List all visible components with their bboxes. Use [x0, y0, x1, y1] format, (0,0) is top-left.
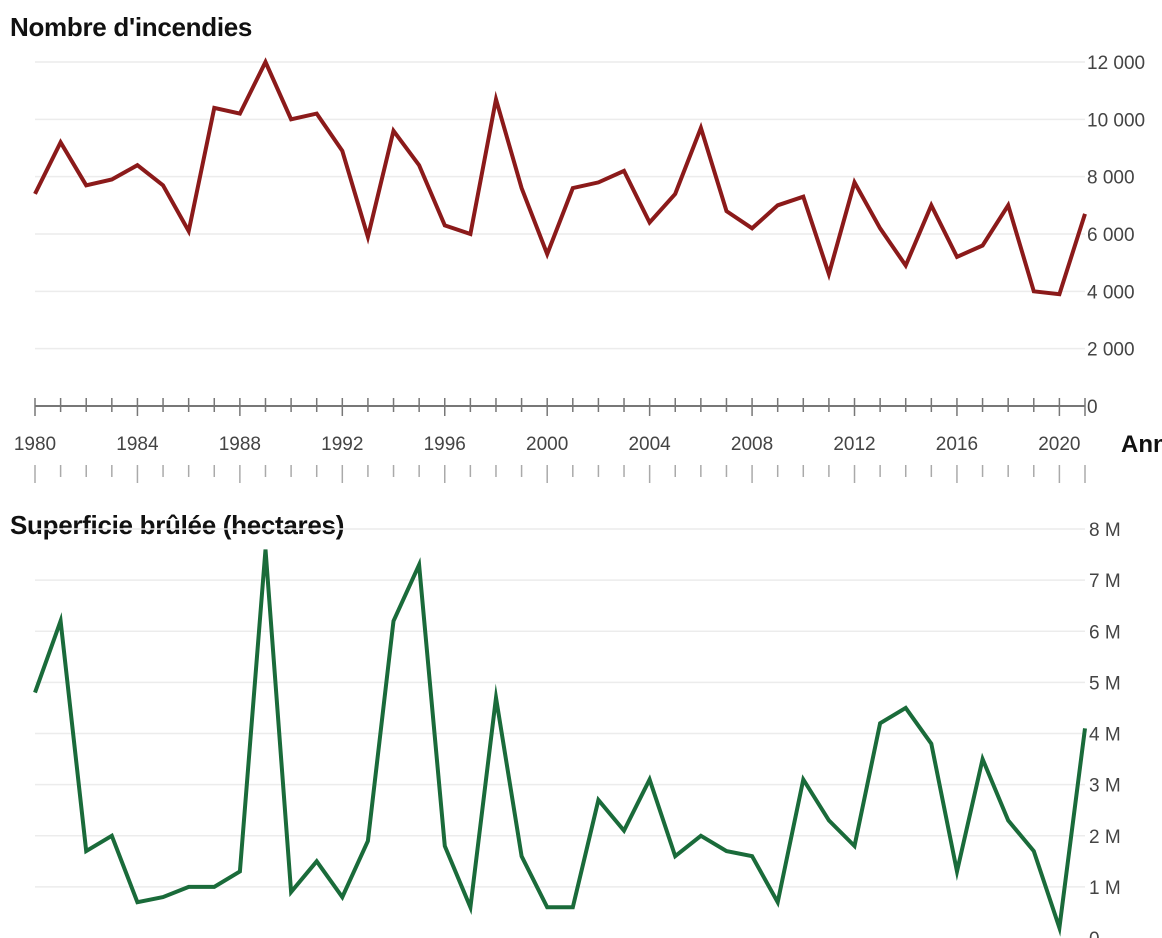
- y-tick-label: 12 000: [1087, 53, 1145, 74]
- y-tick-label: 7 M: [1089, 571, 1121, 592]
- series-line-fires: [33, 57, 1087, 297]
- y-tick-label: 0: [1089, 929, 1100, 938]
- x-tick-label: 2008: [731, 434, 773, 455]
- x-tick-label: 1996: [424, 434, 466, 455]
- y-tick-label: 2 000: [1087, 340, 1135, 361]
- chart-title-area: Superficie brûlée (hectares): [10, 510, 345, 540]
- y-axis-area: 0 1 M 2 M 3 M 4 M 5 M 6 M 7 M 8 M: [1089, 520, 1121, 938]
- y-tick-label: 4 M: [1089, 725, 1121, 746]
- x-axis-title: Ann: [1121, 431, 1162, 458]
- x-tick-label: 2000: [526, 434, 568, 455]
- x-tick-label: 2016: [936, 434, 978, 455]
- y-axis-fires: 0 2 000 4 000 6 000 8 000 10 000 12 000: [1087, 53, 1145, 418]
- y-tick-label: 4 000: [1087, 282, 1135, 303]
- x-tick-label: 1992: [321, 434, 363, 455]
- grid-area: [35, 528, 1085, 888]
- y-tick-label: 5 M: [1089, 673, 1121, 694]
- y-tick-label: 6 000: [1087, 225, 1135, 246]
- x-tick-label: 1988: [219, 434, 261, 455]
- y-tick-label: 1 M: [1089, 878, 1121, 899]
- x-tick-label: 2004: [628, 434, 671, 455]
- series-lines: [33, 57, 1087, 937]
- y-tick-label: 8 M: [1089, 520, 1121, 541]
- series-line-area: [33, 549, 1087, 937]
- x-axis: 1980 1984 1988 1992 1996 2000 2004 2008 2012 2016…: [14, 398, 1162, 483]
- y-tick-label: 6 M: [1089, 622, 1121, 643]
- chart-title-fires: Nombre d'incendies: [10, 12, 253, 42]
- y-tick-label: 8 000: [1087, 168, 1135, 189]
- y-tick-label: 0: [1087, 397, 1098, 418]
- y-tick-label: 2 M: [1089, 827, 1121, 848]
- x-tick-label: 2020: [1038, 434, 1080, 455]
- x-tick-label: 2012: [833, 434, 875, 455]
- data-points: [33, 60, 1087, 930]
- y-tick-label: 3 M: [1089, 776, 1121, 797]
- x-tick-label: 1980: [14, 434, 56, 455]
- y-tick-label: 10 000: [1087, 110, 1145, 131]
- x-tick-label: 1984: [116, 434, 159, 455]
